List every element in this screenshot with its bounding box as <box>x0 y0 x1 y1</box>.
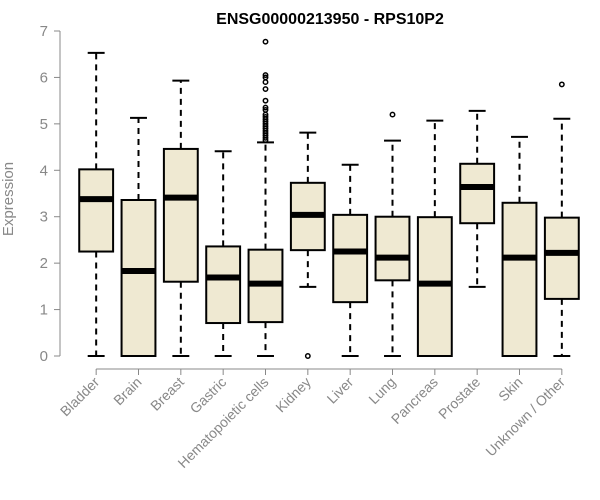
box-1 <box>78 51 115 357</box>
box-3 <box>162 79 199 357</box>
x-tick-label: Liver <box>324 374 357 407</box>
y-tick-label: 6 <box>40 69 48 86</box>
x-tick-label: Bladder <box>57 374 103 420</box>
y-tick-label: 0 <box>40 348 48 365</box>
y-tick-label: 1 <box>40 302 48 319</box>
outlier-point <box>262 86 269 92</box>
x-tick-label: Lung <box>365 374 398 407</box>
x-tick-label: Kidney <box>272 374 314 416</box>
y-tick-label: 4 <box>40 162 48 179</box>
outlier-point <box>262 106 269 113</box>
iqr-box <box>416 216 453 357</box>
box-10 <box>459 109 496 288</box>
box-12 <box>543 81 580 357</box>
x-tick-label: Unknown / Other <box>482 374 568 460</box>
iqr-box <box>120 199 157 357</box>
outlier-point <box>262 113 269 120</box>
x-tick-label: Skin <box>495 374 526 405</box>
outlier-point <box>262 79 269 86</box>
outlier-point <box>389 111 396 118</box>
iqr-box <box>374 215 411 282</box>
iqr-box <box>205 245 242 325</box>
iqr-box <box>501 201 538 357</box>
y-tick-label: 3 <box>40 209 48 226</box>
outlier-point <box>262 38 269 45</box>
y-axis: 0 1 2 3 4 5 6 7 <box>40 23 61 365</box>
iqr-box <box>332 213 369 304</box>
iqr-box <box>162 147 199 283</box>
y-tick-label: 2 <box>40 255 48 272</box>
x-tick-label: Prostate <box>435 374 483 422</box>
box-5 <box>247 38 284 357</box>
box-6 <box>289 131 326 359</box>
box-9 <box>416 119 453 357</box>
y-tick-label: 5 <box>40 116 48 133</box>
chart-title: ENSG00000213950 - RPS10P2 <box>216 11 444 28</box>
boxes <box>78 38 580 359</box>
y-axis-label: Expression <box>0 162 17 236</box>
x-tick-label: Pancreas <box>388 374 441 427</box>
box-4 <box>205 150 242 357</box>
iqr-box <box>459 162 496 225</box>
outlier-point <box>558 81 565 88</box>
iqr-box <box>78 168 115 253</box>
box-11 <box>501 135 538 357</box>
outlier-point <box>304 353 311 359</box>
outlier-point <box>262 74 269 81</box>
box-2 <box>120 116 157 357</box>
box-7 <box>332 163 369 357</box>
box-8 <box>374 111 411 357</box>
x-tick-label: Breast <box>147 374 187 414</box>
outlier-point <box>262 97 269 104</box>
outlier-point <box>262 72 269 79</box>
x-tick-label: Brain <box>110 374 144 408</box>
y-tick-label: 7 <box>40 23 48 40</box>
outlier-point <box>262 104 269 111</box>
iqr-box <box>543 216 580 300</box>
